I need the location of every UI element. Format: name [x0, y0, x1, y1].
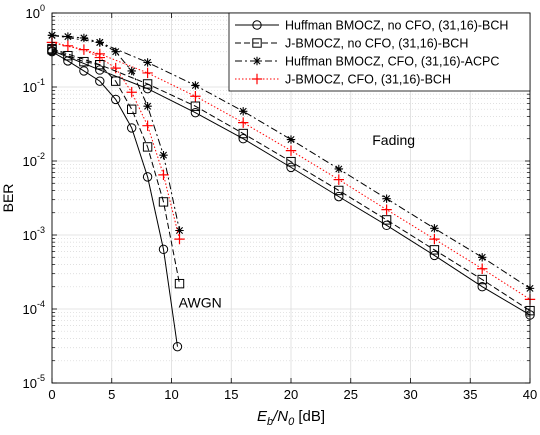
- marker-square: [142, 142, 153, 152]
- marker-circle: [286, 162, 296, 173]
- x-tick-label: 30: [403, 387, 417, 402]
- marker-circle: [477, 282, 487, 292]
- marker-plus: [142, 67, 153, 79]
- marker-circle: [334, 191, 344, 202]
- marker-square: [477, 274, 487, 285]
- marker-asterisk: [143, 58, 152, 67]
- marker-circle: [79, 66, 89, 76]
- marker-plus: [251, 73, 263, 85]
- marker-asterisk: [159, 150, 168, 160]
- marker-asterisk: [143, 102, 152, 111]
- series-line: [51, 34, 531, 289]
- marker-plus: [142, 120, 153, 131]
- marker-plus: [190, 91, 201, 102]
- marker-square: [286, 156, 296, 167]
- x-axis-label: Eb/N0 [dB]: [257, 408, 325, 428]
- annotation-awgn: AWGN: [179, 294, 222, 310]
- marker-plus: [381, 204, 392, 215]
- marker-square: [334, 185, 344, 196]
- marker-asterisk: [63, 32, 73, 41]
- marker-circle: [158, 244, 169, 255]
- marker-circle: [190, 107, 201, 118]
- legend-entry: Huffman BMOCZ, no CFO, (31,16)-BCH: [235, 19, 508, 33]
- x-tick-label: 5: [108, 387, 115, 402]
- marker-asterisk: [334, 164, 343, 174]
- marker-asterisk: [127, 66, 136, 76]
- legend-label: J-BMOCZ, no CFO, (31,16)-BCH: [285, 37, 468, 51]
- marker-plus: [158, 169, 169, 181]
- series-line: [51, 48, 531, 312]
- legend-entry: Huffman BMOCZ, CFO, (31,16)-ACPC: [235, 55, 499, 69]
- x-tick-label: 25: [344, 387, 358, 402]
- marker-circle: [110, 94, 121, 105]
- marker-square: [95, 60, 105, 70]
- legend-label: Huffman BMOCZ, no CFO, (31,16)-BCH: [285, 19, 508, 33]
- legend-label: J-BMOCZ, CFO, (31,16)-BCH: [285, 73, 451, 87]
- marker-plus: [174, 233, 185, 245]
- marker-square: [110, 76, 121, 86]
- marker-circle: [95, 76, 105, 86]
- marker-circle: [172, 341, 183, 352]
- series-line: [51, 51, 178, 347]
- series-line: [51, 50, 531, 316]
- marker-plus: [238, 117, 249, 128]
- marker-plus: [429, 233, 440, 245]
- marker-asterisk: [191, 81, 200, 90]
- marker-square: [238, 128, 248, 139]
- marker-square: [429, 245, 440, 255]
- x-tick-label: 0: [48, 387, 55, 402]
- legend-label: Huffman BMOCZ, CFO, (31,16)-ACPC: [285, 55, 499, 69]
- marker-square: [174, 278, 185, 289]
- marker-square: [381, 215, 392, 225]
- series-line: [51, 49, 181, 284]
- y-axis-label: BER: [0, 184, 16, 213]
- marker-plus: [126, 87, 137, 98]
- marker-square: [158, 197, 169, 207]
- marker-plus: [62, 40, 74, 52]
- marker-plus: [477, 263, 488, 274]
- marker-asterisk: [175, 226, 184, 235]
- x-tick-label: 15: [224, 387, 238, 402]
- marker-asterisk: [382, 194, 391, 203]
- marker-circle: [142, 172, 153, 182]
- legend-box: [228, 12, 531, 92]
- marker-asterisk: [252, 56, 262, 66]
- legend-entry: J-BMOCZ, CFO, (31,16)-BCH: [235, 73, 451, 87]
- marker-circle: [429, 250, 440, 261]
- x-tick-label: 35: [463, 387, 477, 402]
- marker-asterisk: [95, 38, 104, 47]
- legend: Huffman BMOCZ, no CFO, (31,16)-BCH J-BMOC…: [228, 12, 531, 92]
- marker-circle: [252, 20, 262, 30]
- marker-asterisk: [79, 33, 89, 43]
- x-tick-label: 40: [523, 387, 537, 402]
- marker-asterisk: [286, 135, 296, 144]
- marker-circle: [127, 123, 137, 133]
- marker-square: [127, 104, 137, 114]
- x-tick-label: 10: [164, 387, 178, 402]
- x-tick-label: 20: [284, 387, 298, 402]
- marker-square: [142, 79, 153, 89]
- marker-plus: [285, 145, 297, 156]
- marker-square: [190, 101, 201, 111]
- annotation-fading: Fading: [372, 132, 415, 148]
- marker-circle: [381, 220, 392, 231]
- marker-asterisk: [111, 47, 120, 56]
- series-awgn-0: [47, 46, 183, 352]
- marker-plus: [333, 174, 344, 185]
- marker-asterisk: [239, 107, 248, 116]
- marker-asterisk: [430, 224, 439, 233]
- marker-square: [252, 38, 262, 48]
- marker-circle: [238, 134, 248, 144]
- marker-circle: [95, 65, 105, 75]
- legend-entry: J-BMOCZ, no CFO, (31,16)-BCH: [235, 37, 468, 51]
- marker-plus: [94, 48, 105, 60]
- marker-asterisk: [478, 253, 487, 262]
